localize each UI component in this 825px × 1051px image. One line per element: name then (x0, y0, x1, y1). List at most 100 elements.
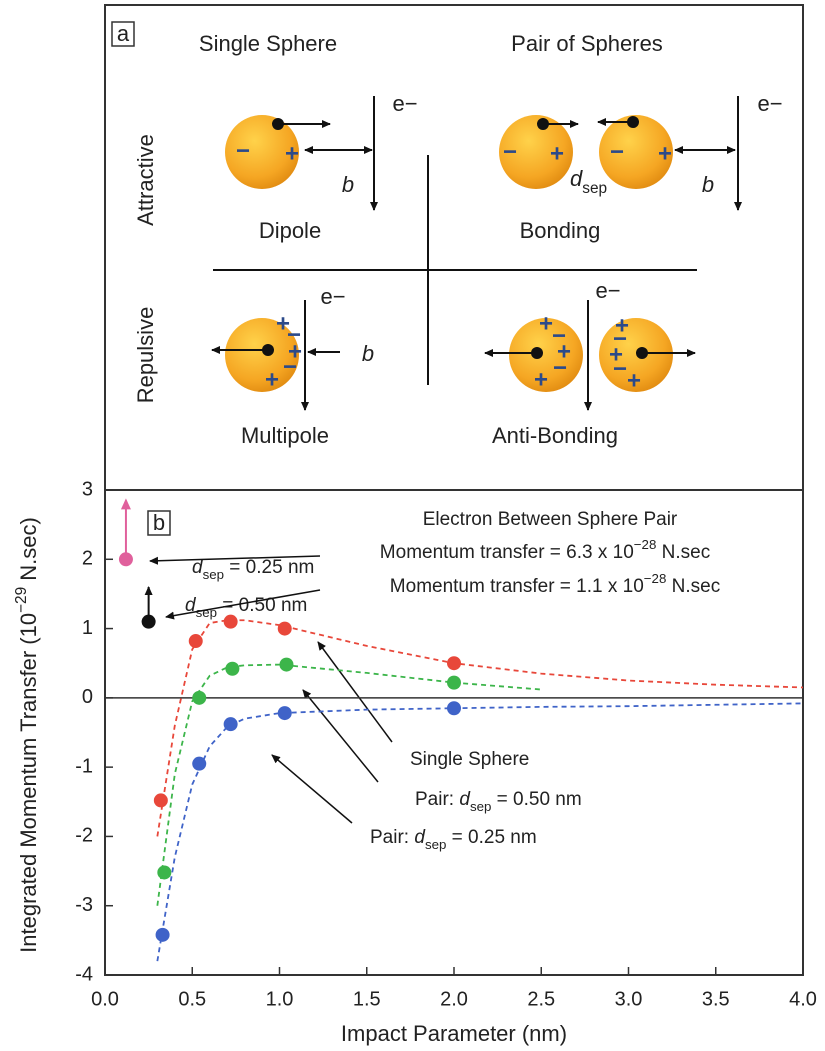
sphere (225, 318, 299, 392)
charge: + (658, 140, 672, 167)
x-tick-label: 1.0 (266, 988, 294, 1010)
charge: + (285, 140, 299, 167)
pointer (271, 754, 353, 824)
charge: − (283, 353, 297, 380)
fit-curve (156, 663, 542, 906)
text-segment: Pair: (415, 789, 459, 810)
text-segment: −29 (13, 587, 30, 613)
pointer (149, 555, 321, 565)
annotation: Momentum transfer = 1.1 x 10−28 N.sec (390, 571, 720, 597)
charge: + (557, 338, 571, 365)
text-segment: −28 (644, 571, 667, 586)
series-label: Pair: dsep = 0.50 nm (415, 789, 582, 814)
charge: − (613, 355, 627, 382)
series-label: Pair: dsep = 0.25 nm (370, 827, 537, 852)
dipole-dot (636, 347, 648, 359)
dipole-dot (537, 118, 549, 130)
column-title: Single Sphere (199, 31, 337, 56)
impact-label: b (342, 172, 354, 197)
data-point (447, 656, 461, 671)
case-label: Multipole (241, 423, 329, 448)
data-point (157, 865, 172, 880)
panel-label: b (153, 510, 165, 535)
text-segment: = 0.25 nm (446, 827, 536, 848)
panel-frame (104, 4, 804, 491)
data-point (447, 675, 461, 690)
pointer (317, 641, 393, 743)
dsep-label: dsep (570, 166, 607, 197)
charge: + (534, 366, 548, 393)
annotation-title: Electron Between Sphere Pair (423, 509, 678, 530)
text-segment: Momentum transfer = 6.3 x 10 (380, 542, 634, 563)
panel-b: b Electron Between Sphere Pair Momentum … (13, 478, 817, 1046)
text-segment: Pair: (370, 827, 414, 848)
x-tick-label: 4.0 (789, 988, 817, 1010)
electron-label: e− (595, 278, 620, 303)
text-segment: Impact Parameter (nm) (341, 1021, 567, 1046)
data-point (192, 756, 207, 771)
data-point (277, 706, 292, 721)
charge: + (550, 140, 564, 167)
sphere (225, 115, 299, 189)
charge: + (609, 341, 623, 368)
dipole-dot (272, 118, 284, 130)
row-title: Attractive (133, 134, 158, 226)
data-point (155, 927, 170, 942)
x-tick-label: 0.0 (91, 988, 119, 1010)
x-tick-label: 0.5 (178, 988, 206, 1010)
y-tick-label: -2 (75, 825, 93, 847)
panel-label: a (117, 21, 130, 46)
sphere (509, 318, 583, 392)
text-segment: Single Sphere (410, 749, 529, 770)
electron-label: e− (392, 91, 417, 116)
x-tick-label: 2.5 (527, 988, 555, 1010)
charge: − (553, 354, 567, 381)
column-title: Pair of Spheres (511, 31, 663, 56)
data-point (225, 661, 240, 676)
case-label: Bonding (520, 218, 601, 243)
case-label: Anti-Bonding (492, 423, 618, 448)
fit-curve (156, 702, 804, 962)
x-tick-label: 3.0 (615, 988, 643, 1010)
y-tick-label: -4 (75, 963, 93, 985)
text-segment: d (459, 789, 471, 810)
charge: + (539, 310, 553, 337)
charge: − (613, 325, 627, 352)
text-segment: d (192, 557, 204, 578)
charge: − (610, 138, 624, 165)
text-segment: −28 (634, 537, 657, 552)
y-tick-label: 0 (82, 686, 93, 708)
text-segment: sep (425, 837, 446, 852)
pointer (302, 689, 379, 783)
panel-label-box (147, 510, 171, 536)
y-tick-label: 2 (82, 548, 93, 570)
text-segment: Integrated Momentum Transfer (10 (16, 613, 41, 953)
impact-label: b (362, 341, 374, 366)
between-point (141, 614, 156, 629)
dipole-dot (262, 344, 274, 356)
sphere (599, 115, 673, 189)
x-tick-label: 1.5 (353, 988, 381, 1010)
x-axis-label: Impact Parameter (nm) (341, 1021, 567, 1046)
data-point (447, 701, 461, 716)
sphere (599, 318, 673, 392)
text-segment: sep (582, 180, 607, 197)
text-segment: sep (203, 567, 224, 582)
charge: + (615, 312, 629, 339)
text-segment: d (414, 827, 426, 848)
electron-label: e− (757, 91, 782, 116)
charge: − (503, 138, 517, 165)
impact-label: b (702, 172, 714, 197)
x-tick-label: 2.0 (440, 988, 468, 1010)
between-point (118, 552, 133, 567)
text-segment: Momentum transfer = 1.1 x 10 (390, 576, 644, 597)
text-segment: sep (470, 799, 491, 814)
row-title: Repulsive (133, 307, 158, 404)
y-tick-label: 1 (82, 617, 93, 639)
data-point (192, 690, 207, 705)
data-point (188, 634, 203, 649)
annotation: dsep = 0.50 nm (185, 595, 307, 620)
y-axis-label: Integrated Momentum Transfer (10−29 N.se… (13, 517, 41, 953)
annotation: dsep = 0.25 nm (192, 557, 314, 582)
